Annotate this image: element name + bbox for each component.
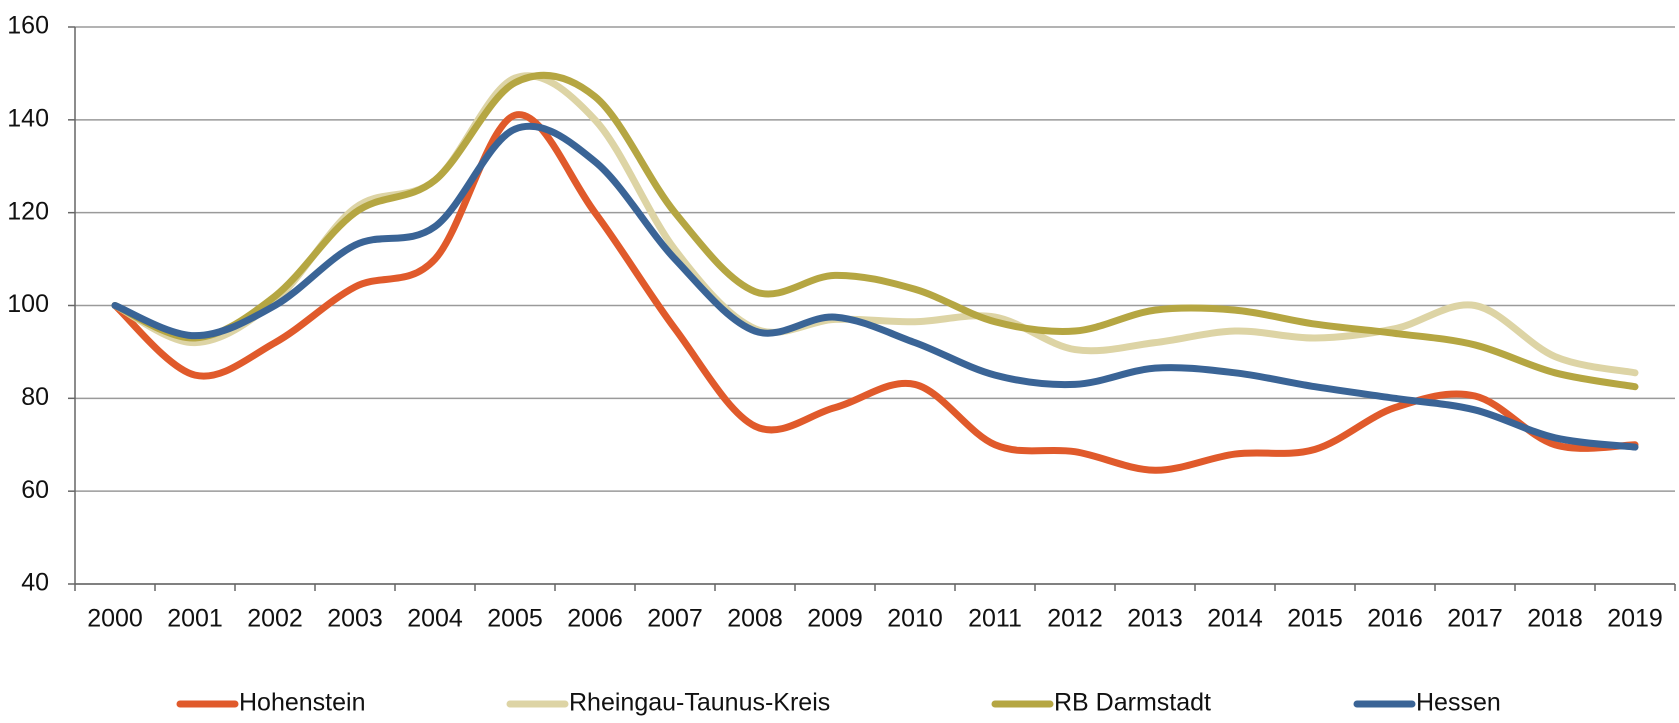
y-tick-label: 80: [21, 383, 49, 411]
x-tick-label: 2003: [327, 605, 383, 633]
x-tick-label: 2015: [1287, 605, 1343, 633]
x-tick-label: 2004: [407, 605, 463, 633]
x-tick-label: 2010: [887, 605, 943, 633]
x-tick-label: 2012: [1047, 605, 1103, 633]
x-tick-label: 2016: [1367, 605, 1423, 633]
x-tick-label: 2008: [727, 605, 783, 633]
y-tick-label: 40: [21, 569, 49, 597]
y-tick-label: 140: [7, 104, 49, 132]
x-tick-label: 2005: [487, 605, 543, 633]
y-tick-label: 160: [7, 12, 49, 40]
y-tick-label: 120: [7, 197, 49, 225]
legend-label: RB Darmstadt: [1054, 689, 1211, 717]
x-tick-label: 2007: [647, 605, 703, 633]
series-line: [111, 71, 1639, 391]
y-tick-label: 60: [21, 476, 49, 504]
legend-label: Hessen: [1416, 689, 1501, 717]
x-tick-label: 2019: [1607, 605, 1663, 633]
x-tick-label: 2017: [1447, 605, 1503, 633]
legend-label: Hohenstein: [239, 689, 365, 717]
y-tick-label: 100: [7, 290, 49, 318]
x-tick-label: 2006: [567, 605, 623, 633]
series-line: [111, 111, 1639, 474]
x-tick-label: 2014: [1207, 605, 1263, 633]
x-tick-label: 2000: [87, 605, 143, 633]
legend-label: Rheingau-Taunus-Kreis: [569, 689, 830, 717]
series-line: [111, 122, 1639, 451]
x-tick-label: 2001: [167, 605, 223, 633]
x-tick-label: 2002: [247, 605, 303, 633]
x-tick-label: 2018: [1527, 605, 1583, 633]
x-tick-label: 2009: [807, 605, 863, 633]
x-tick-label: 2011: [968, 605, 1022, 633]
x-tick-label: 2013: [1127, 605, 1183, 633]
